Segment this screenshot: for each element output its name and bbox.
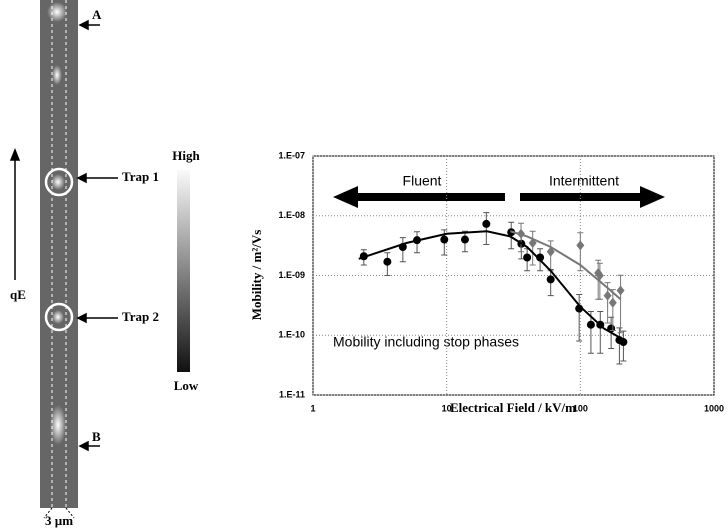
data-point: [604, 291, 612, 301]
x-tick-label: 1000: [704, 403, 724, 413]
y-tick-label: 1.E-07: [278, 150, 305, 160]
data-point: [619, 338, 627, 346]
x-axis-title: Electrical Field / kV/m: [450, 400, 576, 415]
y-tick-label: 1.E-10: [278, 330, 305, 340]
chart: Fluent Intermittent Mobility including s…: [249, 150, 724, 415]
data-point: [440, 236, 448, 244]
colorbar-label: Low: [174, 378, 199, 393]
y-tick-label: 1.E-11: [279, 389, 305, 399]
x-tick-label: 100: [573, 403, 588, 413]
data-point: [609, 298, 617, 308]
colorbar-label: High: [172, 148, 200, 163]
annotation: Mobility including stop phases: [333, 334, 519, 350]
y-tick-label: 1.E-09: [278, 270, 305, 280]
annotation: Fluent: [403, 173, 442, 189]
error-bar: [618, 275, 624, 333]
data-point: [482, 220, 490, 228]
x-tick-label: 10: [442, 403, 452, 413]
annotation: Intermittent: [549, 173, 619, 189]
error-bar: [530, 231, 536, 265]
marker-label: A: [92, 7, 102, 22]
x-tick-label: 1: [310, 403, 315, 413]
marker-label: B: [92, 429, 101, 444]
data-point: [576, 240, 584, 250]
colorbar: [177, 170, 190, 372]
micrograph: [40, 0, 78, 518]
data-point: [523, 254, 531, 262]
arrow: [520, 186, 665, 208]
trap-label: Trap 1: [122, 169, 159, 184]
trap-label: Trap 2: [122, 309, 159, 324]
data-point: [587, 321, 595, 329]
y-axis-title: Mobility / m²/Vs: [249, 230, 264, 321]
y-tick-label: 1.E-08: [278, 210, 305, 220]
error-bar: [597, 311, 603, 353]
data-point: [547, 275, 555, 283]
error-bar: [483, 213, 489, 245]
data-point: [617, 286, 625, 296]
figure: A Trap 1 Trap 2 B qE 3 µm High Low Fluen…: [0, 0, 728, 530]
scale-label: 3 µm: [45, 513, 73, 528]
arrow: [333, 186, 505, 208]
force-label: qE: [10, 287, 26, 302]
data-point: [383, 258, 391, 266]
data-point: [461, 236, 469, 244]
